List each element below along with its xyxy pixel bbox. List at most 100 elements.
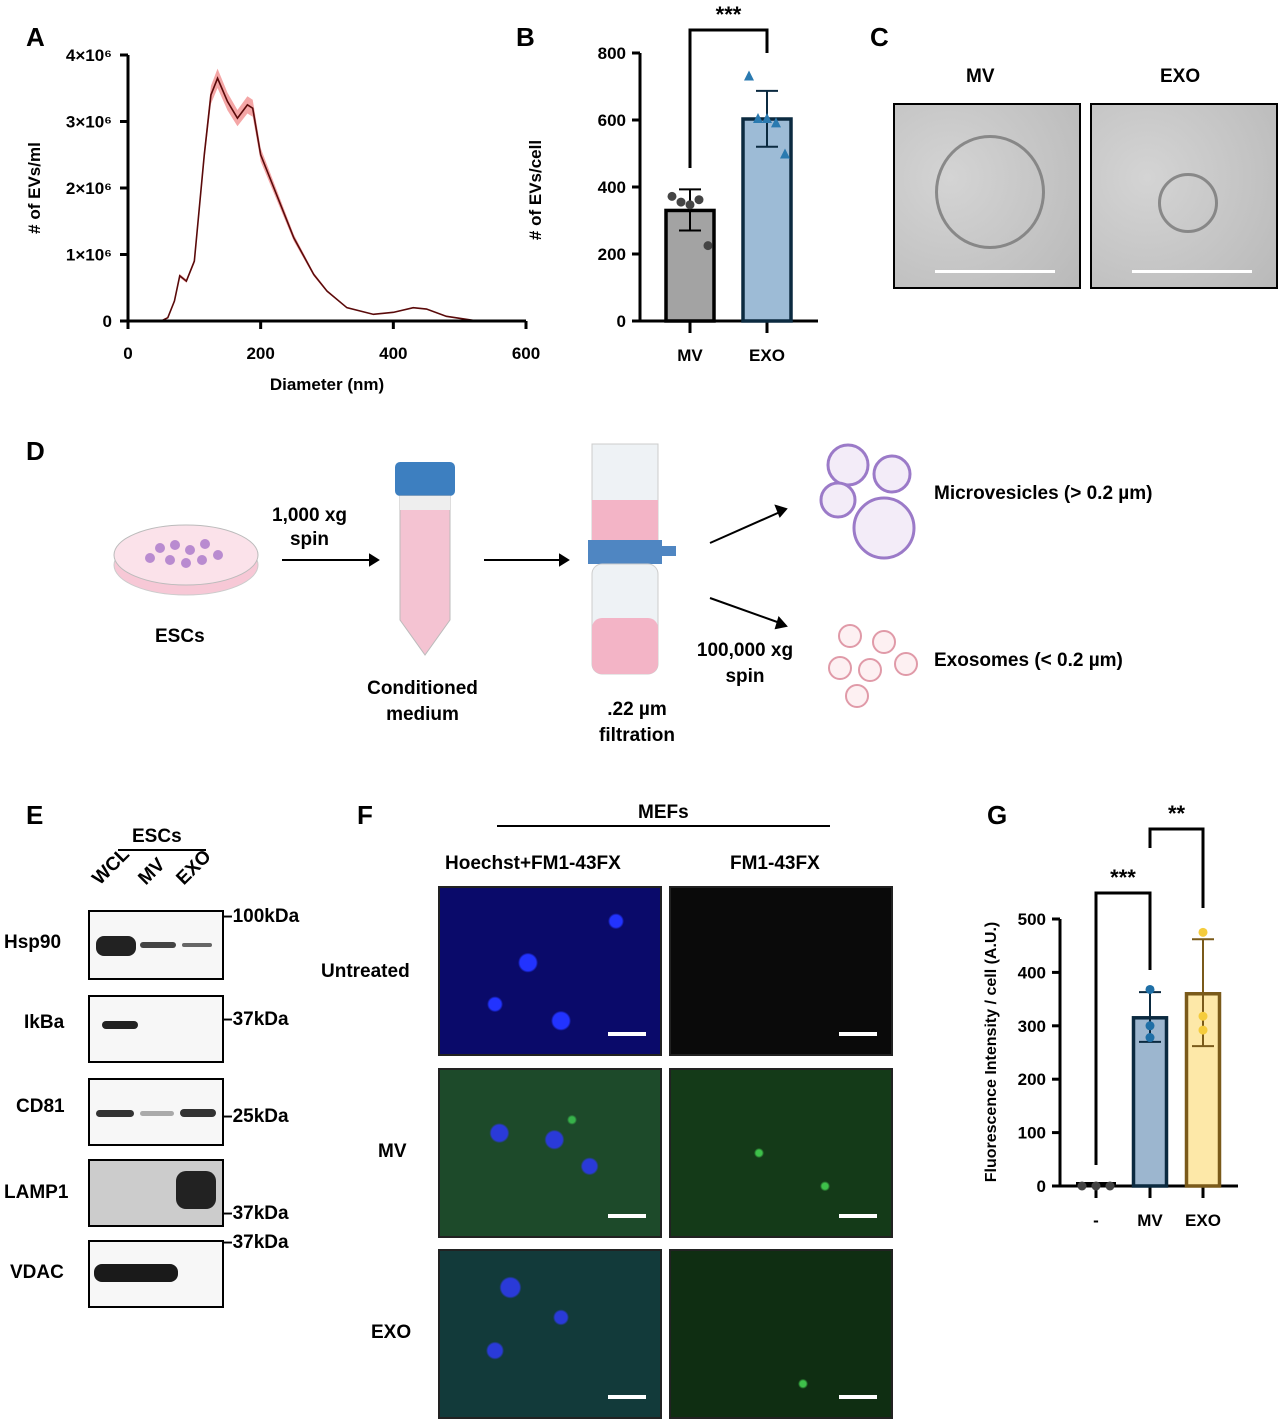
em-label-mv: MV xyxy=(966,66,995,87)
image-untreated-fm1 xyxy=(669,886,893,1056)
petri-dish-icon xyxy=(113,524,259,596)
marker-text: 37kDa xyxy=(232,1009,289,1030)
marker-text: 100kDa xyxy=(232,906,300,927)
protein-hsp90: Hsp90 xyxy=(4,932,62,953)
spin2-label: 100,000 xg spin xyxy=(696,640,794,687)
panel-label-a: A xyxy=(26,22,45,52)
y-tick-label: 4×10⁶ xyxy=(66,46,112,65)
bar xyxy=(1131,1016,1169,1188)
y-tick-label: 500 xyxy=(1018,910,1046,929)
y-tick-label: 0 xyxy=(103,312,112,331)
y-tick-label: 300 xyxy=(1018,1017,1046,1036)
marker-37kda-1: –37kDa xyxy=(222,1009,289,1030)
significance-label: *** xyxy=(1110,865,1136,890)
blot-cd81 xyxy=(88,1078,224,1146)
x-tick-label: 400 xyxy=(379,344,407,363)
x-tick-label: EXO xyxy=(1185,1211,1221,1230)
row-mv: MV xyxy=(378,1141,407,1162)
scale-bar xyxy=(839,1032,877,1036)
data-point xyxy=(1145,984,1155,994)
marker-100kda: –100kDa xyxy=(222,906,300,927)
marker-37kda-2: –37kDa xyxy=(222,1203,289,1224)
workflow-diagram xyxy=(113,443,918,708)
y-tick-label: 100 xyxy=(1018,1124,1046,1143)
image-mv-hoechst xyxy=(438,1068,662,1238)
arrows xyxy=(282,504,788,630)
conditioned-medium-label: Conditioned medium xyxy=(367,678,478,725)
data-point xyxy=(1091,1181,1101,1191)
chart-g-y-axis-label: Fluorescence Intensity / cell (A.U.) xyxy=(983,921,1000,1183)
row-exo: EXO xyxy=(371,1322,412,1343)
data-point xyxy=(1198,1011,1208,1021)
blot-group-line xyxy=(118,849,206,851)
blot-group-label: ESCs xyxy=(132,826,182,847)
marker-text: 25kDa xyxy=(232,1106,289,1127)
marker-text: 37kDa xyxy=(232,1203,289,1224)
lane-exo: EXO xyxy=(172,846,216,890)
y-tick-label: 2×10⁶ xyxy=(66,179,112,198)
y-tick-label: 200 xyxy=(1018,1070,1046,1089)
em-image-mv xyxy=(893,103,1081,289)
panel-label-f: F xyxy=(357,800,373,830)
protein-cd81: CD81 xyxy=(16,1096,65,1117)
chart-a: 0 200 400 600 0 1×10⁶ 2×10⁶ 3×10⁶ 4×10⁶ Diameter … xyxy=(25,46,540,394)
filter-unit-icon xyxy=(588,443,676,675)
exosome-icons xyxy=(828,624,918,708)
data-point xyxy=(1105,1181,1115,1191)
significance-label: ** xyxy=(1168,801,1186,826)
protein-vdac: VDAC xyxy=(10,1262,64,1283)
data-point xyxy=(1077,1181,1087,1191)
exosomes-label: Exosomes (< 0.2 µm) xyxy=(934,650,1123,671)
marker-text: 37kDa xyxy=(232,1232,289,1253)
microvesicles-label: Microvesicles (> 0.2 µm) xyxy=(934,483,1153,504)
scale-bar xyxy=(839,1214,877,1218)
chart-b-y-axis-label: # of EVs/cell xyxy=(526,139,545,241)
blot-hsp90 xyxy=(88,910,224,980)
marker-37kda-3: –37kDa xyxy=(222,1232,289,1253)
data-point xyxy=(1198,927,1208,937)
conical-tube-icon xyxy=(395,462,455,656)
microvesicle-icons xyxy=(819,443,916,560)
scale-bar xyxy=(608,1395,646,1399)
x-tick-label: MV xyxy=(1137,1211,1163,1230)
column-fm1: FM1-43FX xyxy=(730,853,820,874)
image-exo-fm1 xyxy=(669,1249,893,1419)
image-exo-hoechst xyxy=(438,1249,662,1419)
data-point xyxy=(1145,1033,1155,1043)
x-axis-label: Diameter (nm) xyxy=(270,375,384,394)
y-tick-label: 0 xyxy=(1037,1177,1046,1196)
column-hoechst: Hoechst+FM1-43FX xyxy=(445,853,621,874)
protein-ikba: IkBa xyxy=(24,1012,65,1033)
protein-lamp1: LAMP1 xyxy=(4,1182,69,1203)
image-untreated-hoechst xyxy=(438,886,662,1056)
x-tick-label: 600 xyxy=(512,344,540,363)
significance-bracket xyxy=(1148,827,1205,908)
lane-mv: MV xyxy=(134,854,170,890)
image-mv-fm1 xyxy=(669,1068,893,1238)
y-tick-label: 1×10⁶ xyxy=(66,246,112,265)
esc-label: ESCs xyxy=(155,626,205,647)
series-line xyxy=(160,76,527,322)
x-tick-label: 0 xyxy=(123,344,132,363)
em-label-exo: EXO xyxy=(1160,66,1201,87)
blot-ikba xyxy=(88,995,224,1063)
panel-label-d: D xyxy=(26,436,45,466)
panel-label-b: B xyxy=(516,22,535,52)
significance-bracket xyxy=(1094,891,1152,1165)
filtration-label: .22 µm filtration xyxy=(599,699,675,746)
data-point xyxy=(1198,1025,1208,1035)
y-tick-label: 3×10⁶ xyxy=(66,113,112,132)
panel-label-g: G xyxy=(987,800,1008,830)
y-axis-label: # of EVs/ml xyxy=(25,142,44,234)
y-tick-label: 400 xyxy=(1018,963,1046,982)
scale-bar xyxy=(608,1214,646,1218)
panel-label-c: C xyxy=(870,22,889,52)
row-untreated: Untreated xyxy=(321,961,410,982)
x-tick-label: 200 xyxy=(246,344,274,363)
bar xyxy=(1184,992,1222,1188)
marker-25kda: –25kDa xyxy=(222,1106,289,1127)
x-tick-label: - xyxy=(1093,1211,1099,1230)
panel-label-e: E xyxy=(26,800,44,830)
mefs-label: MEFs xyxy=(638,802,689,823)
